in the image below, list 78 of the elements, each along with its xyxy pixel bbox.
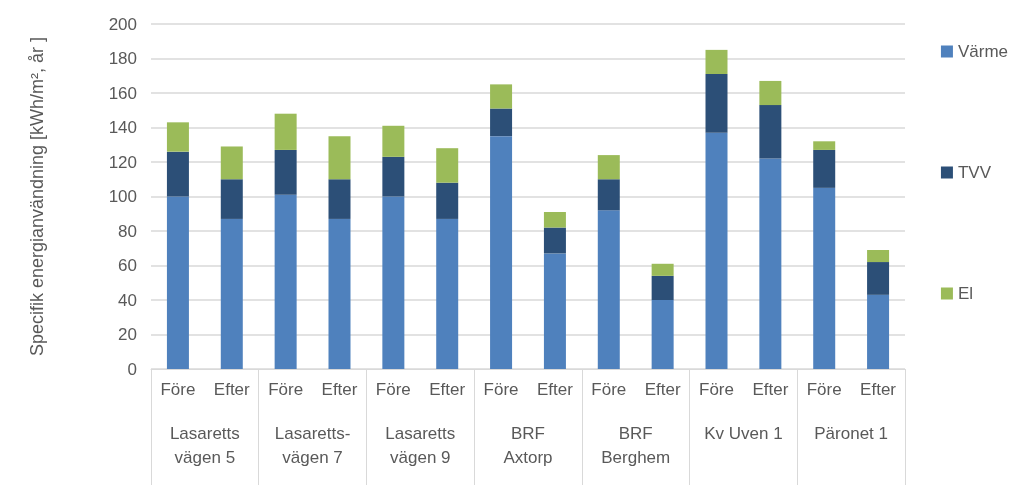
- bar: [274, 149, 297, 195]
- bar: [597, 210, 620, 369]
- text: Kv Uven 1: [704, 423, 783, 443]
- bar: [328, 136, 351, 180]
- bar: [759, 80, 782, 106]
- bar: [543, 227, 566, 254]
- legend-label: Värme: [957, 42, 1009, 61]
- bar: [166, 122, 189, 152]
- bar: [651, 263, 674, 276]
- bar: [220, 146, 243, 180]
- bar: [166, 151, 189, 197]
- bar: [597, 179, 620, 211]
- bar: [543, 253, 566, 369]
- legend-label: TVV: [957, 163, 992, 182]
- bar: [543, 212, 566, 228]
- y-tick-label: 60: [118, 256, 137, 275]
- bar: [382, 156, 405, 197]
- x-tick-label: Efter: [752, 380, 789, 399]
- x-tick-label: Före: [806, 380, 842, 399]
- bar: [813, 141, 836, 150]
- x-tick-label: Efter: [860, 380, 897, 399]
- text: Lasaretts vägen 9: [385, 423, 456, 467]
- bar: [813, 187, 836, 369]
- bar: [274, 194, 297, 369]
- y-tick-label: 160: [108, 83, 137, 103]
- bar: [382, 125, 405, 157]
- y-tick-label: 80: [118, 221, 137, 241]
- bar: [490, 136, 513, 369]
- x-tick-label: Efter: [321, 380, 358, 399]
- bar: [813, 149, 836, 188]
- bar: [220, 179, 243, 219]
- x-tick-label: Före: [160, 380, 196, 399]
- bar: [759, 105, 782, 159]
- y-tick-label: 200: [108, 14, 137, 34]
- bar: [867, 249, 890, 263]
- x-tick-label: Före: [268, 380, 304, 399]
- bar: [328, 218, 351, 369]
- bar: [436, 182, 459, 219]
- text: BRF Berghem: [601, 423, 671, 467]
- x-tick-label: Före: [375, 380, 411, 399]
- bar: [274, 113, 297, 150]
- text: Lasaretts vägen 5: [169, 423, 240, 467]
- legend-label: El: [957, 284, 974, 303]
- bar: [867, 262, 890, 295]
- bar: [436, 148, 459, 183]
- y-axis-title: Specifik energianvändning [kWh/m², år ]: [27, 36, 47, 357]
- y-tick-label: 120: [108, 152, 137, 172]
- bar: [328, 179, 351, 219]
- x-tick-label: Efter: [213, 380, 251, 399]
- y-tick-label: 140: [108, 118, 137, 137]
- bar: [597, 155, 620, 180]
- bar: [867, 294, 890, 369]
- x-tick-label: Efter: [644, 380, 681, 399]
- bar: [220, 218, 243, 369]
- text: Lasaretts- vägen 7: [274, 423, 351, 467]
- bar: [651, 300, 674, 369]
- bar: [436, 218, 459, 369]
- bar: [382, 196, 405, 369]
- x-tick-label: Före: [699, 380, 734, 399]
- text: BRF Axtorp: [503, 423, 553, 467]
- bar: [651, 275, 674, 300]
- bar: [490, 108, 513, 137]
- x-tick-label: Före: [591, 380, 627, 399]
- x-tick-label: Efter: [536, 380, 574, 399]
- x-tick-label: Före: [483, 380, 519, 399]
- y-tick-label: 40: [118, 290, 137, 310]
- bar: [166, 196, 189, 369]
- y-tick-label: 0: [127, 359, 137, 379]
- bar: [705, 132, 728, 369]
- y-tick-label: 20: [118, 325, 137, 344]
- bar: [705, 49, 728, 75]
- y-tick-label: 100: [108, 187, 137, 206]
- bar: [705, 74, 728, 133]
- y-tick-label: 180: [108, 49, 137, 68]
- x-tick-label: Efter: [429, 380, 466, 399]
- bar: [759, 158, 782, 369]
- text: Päronet 1: [814, 423, 889, 443]
- bar: [490, 84, 513, 109]
